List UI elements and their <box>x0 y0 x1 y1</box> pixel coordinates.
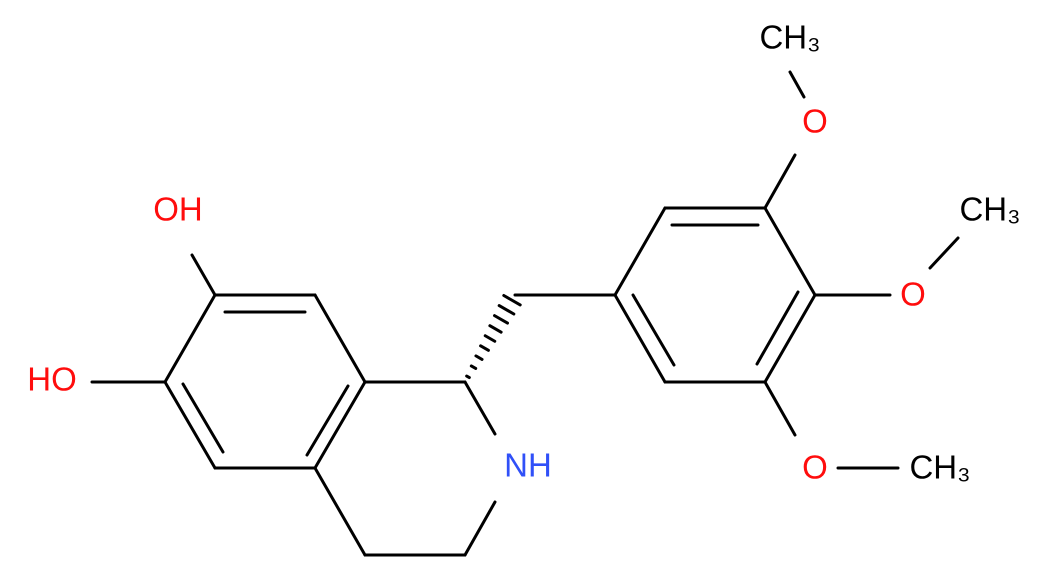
bonds <box>90 70 960 557</box>
wedge-hash <box>479 344 490 352</box>
wedge-hash <box>488 324 503 334</box>
atom-label: OH <box>153 191 203 228</box>
atom-label: NH <box>504 447 552 484</box>
wedge-hash <box>469 364 478 370</box>
wedge-hash <box>497 304 516 316</box>
wedge-hash <box>474 354 484 361</box>
atom-label: CH₃ <box>959 191 1020 228</box>
atom-label: CH₃ <box>909 449 970 486</box>
wedge-hash <box>483 334 497 343</box>
atom-label: O <box>802 449 828 486</box>
atom-label: CH₃ <box>759 19 820 56</box>
atom-label: O <box>900 276 926 313</box>
wedge-hash <box>502 294 522 307</box>
wedge-hash <box>493 314 509 325</box>
wedge-hash <box>465 374 471 380</box>
atom-label: O <box>802 103 828 140</box>
atom-label: HO <box>27 361 77 398</box>
hashed-wedge-bond <box>465 294 522 380</box>
